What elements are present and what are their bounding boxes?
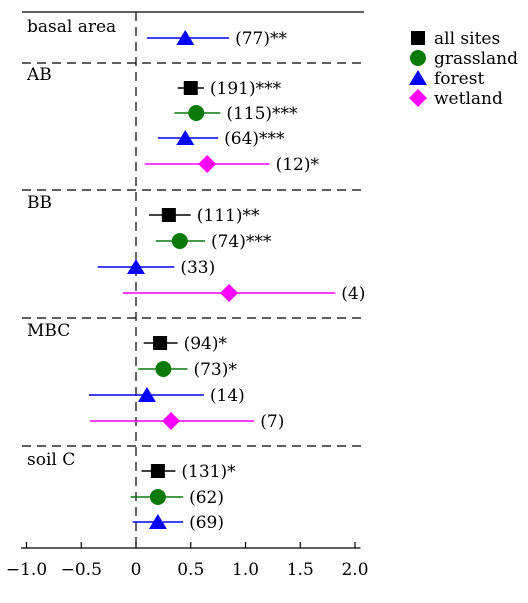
group-label: MBC [27, 321, 70, 341]
legend-label: all sites [434, 29, 500, 49]
sample-size-label: (14) [210, 386, 245, 406]
legend-label: wetland [434, 89, 503, 109]
point-estimate-marker [220, 284, 239, 302]
point-estimate-marker [171, 233, 188, 249]
group-label: soil C [27, 450, 75, 470]
point-estimate-marker [161, 208, 176, 222]
group-label: BB [27, 193, 52, 213]
legend-label: forest [434, 69, 484, 89]
x-tick-label: −0.5 [61, 560, 102, 580]
point-estimate-marker [155, 361, 172, 377]
sample-size-label: (7) [260, 412, 284, 432]
point-estimate-marker [149, 489, 166, 505]
legend-label: grassland [434, 49, 518, 69]
sample-size-label: (4) [341, 284, 365, 304]
point-estimate-marker [153, 336, 168, 350]
point-estimate-marker [198, 155, 217, 173]
legend-marker [410, 50, 426, 66]
sample-size-label: (191)*** [210, 79, 282, 99]
legend-marker [409, 89, 427, 107]
point-estimate-marker [176, 130, 195, 145]
legend-marker [411, 31, 425, 45]
point-estimate-marker [127, 259, 145, 274]
x-tick-label: 1.0 [232, 560, 259, 580]
sample-size-label: (131)* [181, 462, 236, 482]
x-tick-label: 0.5 [177, 560, 204, 580]
group-label: basal area [27, 17, 116, 37]
sample-size-label: (33) [180, 258, 215, 278]
sample-size-label: (115)*** [226, 104, 298, 124]
sample-size-label: (12)* [276, 155, 320, 175]
x-tick-label: 1.5 [287, 560, 314, 580]
sample-size-label: (74)*** [211, 232, 272, 252]
sample-size-label: (62) [189, 488, 224, 508]
sample-size-label: (94)* [184, 334, 228, 354]
sample-size-label: (69) [189, 513, 224, 533]
point-estimate-marker [148, 514, 167, 529]
sample-size-label: (111)** [197, 206, 260, 226]
x-tick-label: 0 [131, 560, 142, 580]
group-label: AB [26, 65, 52, 85]
point-estimate-marker [188, 105, 205, 121]
point-estimate-marker [176, 30, 195, 45]
point-estimate-marker [183, 81, 198, 95]
point-estimate-marker [162, 412, 181, 430]
sample-size-label: (77)** [235, 29, 287, 49]
point-estimate-marker [150, 464, 165, 478]
x-tick-label: 2.0 [341, 560, 368, 580]
sample-size-label: (64)*** [224, 129, 285, 149]
legend-marker [409, 70, 427, 85]
sample-size-label: (73)* [193, 360, 237, 380]
x-tick-label: −1.0 [6, 560, 47, 580]
point-estimate-marker [137, 387, 156, 402]
